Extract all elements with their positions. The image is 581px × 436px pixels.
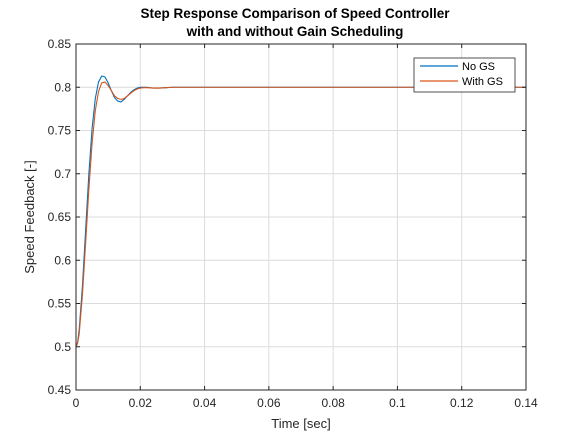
y-tick-label: 0.85 [48,37,72,51]
series-lines [75,75,526,347]
y-tick-label: 0.65 [48,210,72,224]
x-tick-label: 0.1 [389,396,406,410]
y-tick-label: 0.8 [54,80,71,94]
x-tick-label: 0 [73,396,80,410]
y-tick-label: 0.6 [54,253,71,267]
y-axis-label: Speed Feedback [-] [22,160,37,273]
ticks: 0 0.02 0.04 0.06 0.08 0.1 0.12 0.14 0.45 0.5 0.55 0… [48,37,538,410]
y-tick-label: 0.45 [48,383,72,397]
chart-title-line1: Step Response Comparison of Speed Contro… [140,6,450,21]
y-tick-label: 0.55 [48,297,72,311]
x-tick-label: 0.04 [193,396,217,410]
x-axis-label: Time [sec] [271,416,330,431]
legend-box [413,57,516,93]
x-tick-label: 0.02 [129,396,153,410]
legend-label-with-gs: With GS [462,76,503,88]
y-tick-label: 0.7 [54,167,71,181]
y-tick-label: 0.5 [54,340,71,354]
chart-title-line2: with and without Gain Scheduling [186,24,404,39]
legend-label-no-gs: No GS [462,61,495,73]
x-tick-label: 0.08 [321,396,345,410]
x-tick-label: 0.12 [450,396,474,410]
legend: No GS With GS [413,57,516,93]
series-line-with-gs [75,81,526,347]
x-tick-label: 0.14 [514,396,538,410]
y-tick-label: 0.75 [48,124,72,138]
x-tick-label: 0.06 [257,396,281,410]
